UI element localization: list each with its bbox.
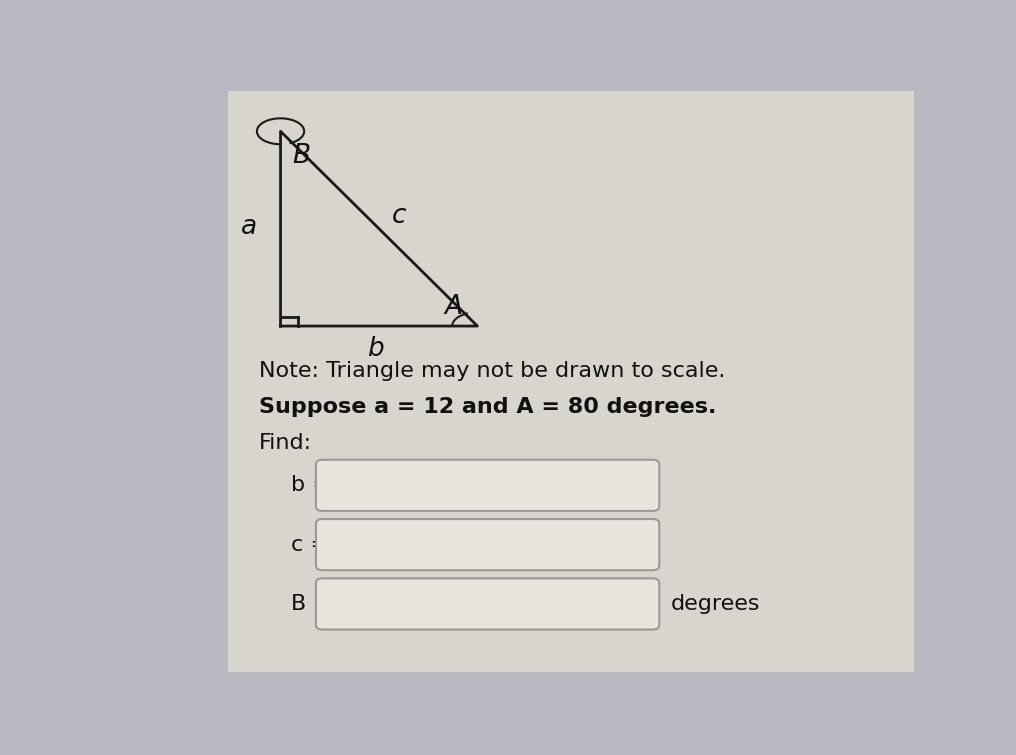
Text: c =: c = [291,535,329,555]
Text: b: b [367,336,383,362]
Text: A: A [445,294,462,320]
Text: Find:: Find: [259,433,312,454]
Text: B =: B = [291,594,332,614]
Text: Suppose a = 12 and A = 80 degrees.: Suppose a = 12 and A = 80 degrees. [259,397,716,418]
Bar [127,91,228,672]
FancyBboxPatch shape [316,519,659,570]
Text: Note: Triangle may not be drawn to scale.: Note: Triangle may not be drawn to scale… [259,361,725,381]
Text: B: B [293,143,311,168]
FancyBboxPatch shape [316,578,659,630]
Text: c: c [391,202,406,229]
Bar [228,91,914,672]
Text: b =: b = [291,476,330,495]
FancyBboxPatch shape [316,460,659,511]
Text: a: a [241,214,257,240]
Text: degrees: degrees [671,594,760,614]
